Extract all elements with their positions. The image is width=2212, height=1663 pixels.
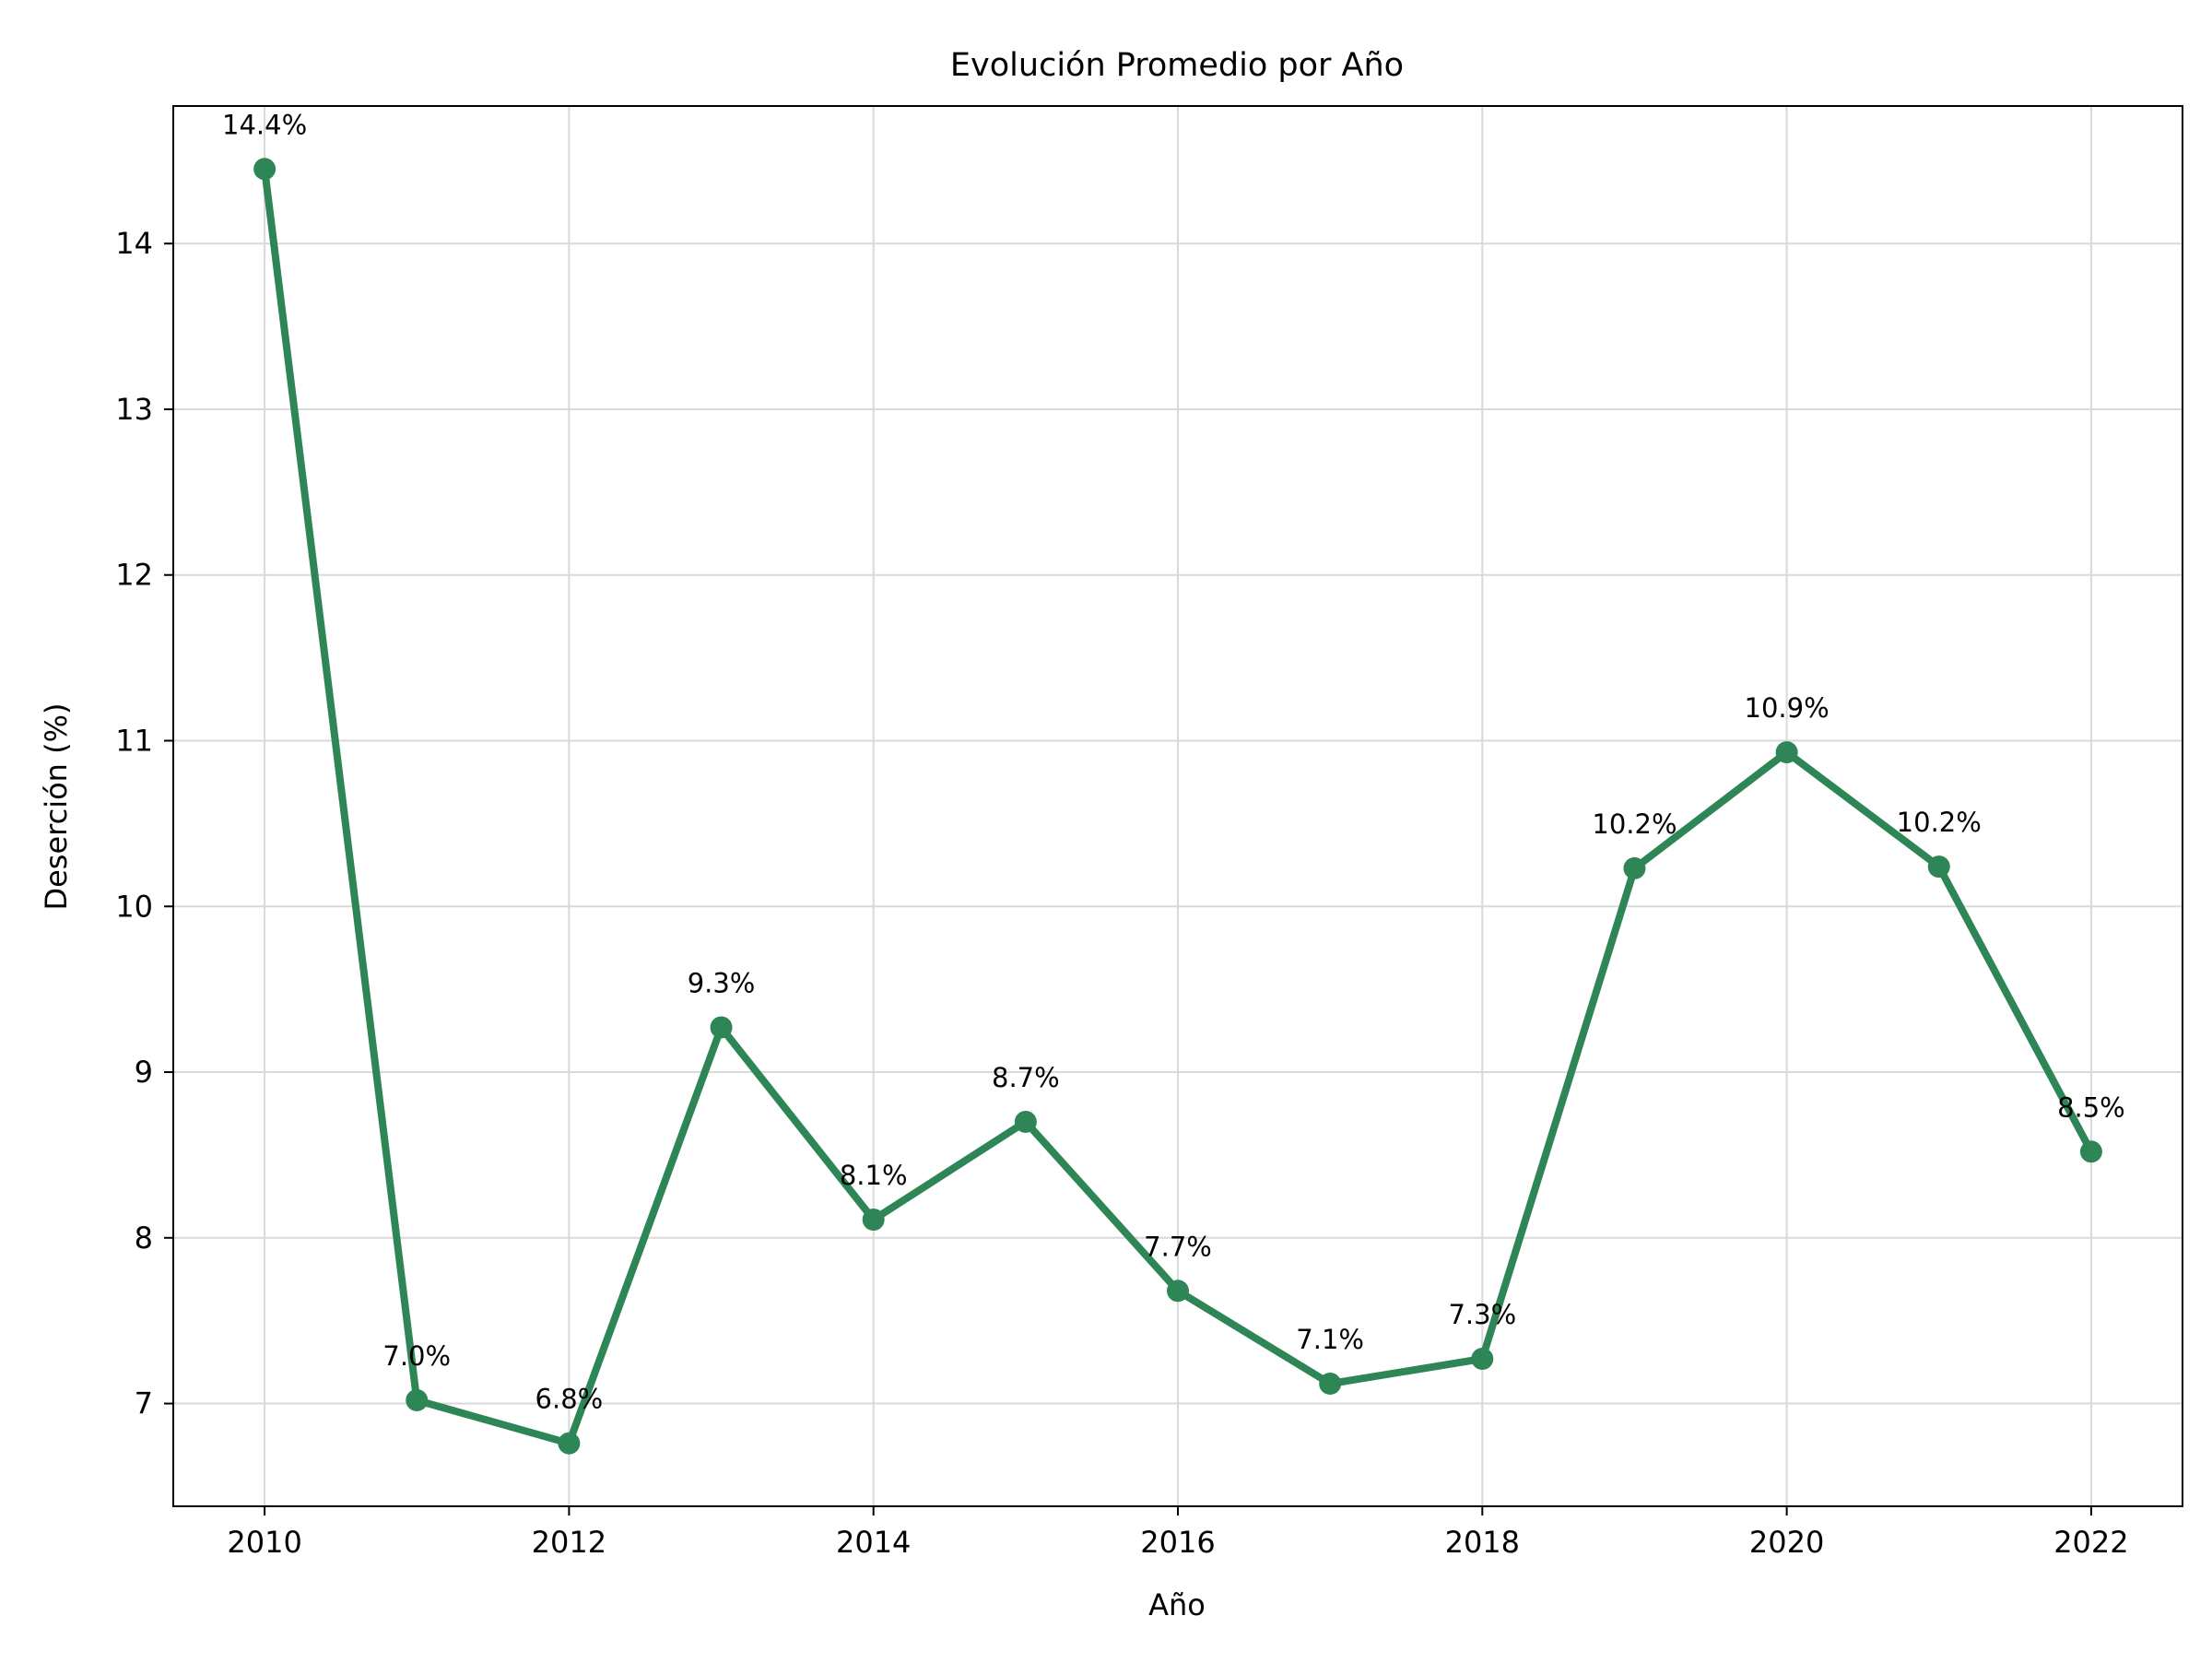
data-point <box>2079 1140 2102 1163</box>
data-label: 10.9% <box>1745 692 1830 724</box>
data-label: 9.3% <box>688 967 756 998</box>
data-point <box>1167 1280 1189 1303</box>
y-tick-label: 9 <box>135 1055 153 1090</box>
data-point <box>1471 1348 1494 1371</box>
data-label: 7.0% <box>382 1340 451 1372</box>
x-axis-ticks: 2010 2012 2014 2016 2018 2020 2022 <box>227 1506 2129 1560</box>
data-label: 6.8% <box>535 1384 604 1415</box>
y-tick-label: 7 <box>135 1386 153 1421</box>
data-point <box>253 158 276 181</box>
y-tick-label: 13 <box>115 392 153 427</box>
data-point <box>1775 741 1798 764</box>
y-tick-label: 10 <box>115 889 153 924</box>
data-label: 7.7% <box>1144 1231 1212 1262</box>
data-label: 14.4% <box>222 109 307 140</box>
chart-title: Evolución Promedio por Año <box>950 47 1404 84</box>
y-tick-label: 12 <box>115 558 153 593</box>
data-point <box>1319 1372 1342 1395</box>
y-tick-label: 11 <box>115 723 153 758</box>
data-point <box>1623 856 1646 879</box>
data-label: 7.1% <box>1296 1324 1364 1355</box>
series-layer <box>253 158 2102 1455</box>
data-label: 8.1% <box>840 1160 908 1191</box>
data-point <box>1014 1110 1037 1133</box>
y-tick-label: 8 <box>135 1221 153 1256</box>
data-point <box>1927 855 1950 879</box>
x-tick-label: 2012 <box>532 1525 606 1560</box>
data-point <box>558 1432 581 1455</box>
data-label: 8.5% <box>2057 1091 2125 1123</box>
x-tick-label: 2016 <box>1140 1525 1215 1560</box>
grid <box>173 106 2183 1506</box>
x-tick-label: 2010 <box>227 1525 301 1560</box>
data-label: 8.7% <box>992 1062 1060 1093</box>
x-tick-label: 2020 <box>1749 1525 1824 1560</box>
data-point <box>862 1209 885 1232</box>
x-axis-label: Año <box>1148 1587 1206 1622</box>
y-tick-label: 14 <box>115 226 153 261</box>
data-point <box>406 1388 429 1411</box>
x-tick-label: 2018 <box>1445 1525 1520 1560</box>
y-axis-label: Deserción (%) <box>39 702 74 910</box>
y-axis-ticks: 7 8 9 10 11 12 13 14 <box>115 226 173 1421</box>
data-label: 10.2% <box>1897 807 1982 838</box>
data-point <box>710 1016 733 1039</box>
data-label: 7.3% <box>1448 1299 1516 1330</box>
x-tick-label: 2022 <box>2053 1525 2128 1560</box>
data-labels: 14.4% 7.0% 6.8% 9.3% 8.1% 8.7% 7.7% 7.1% 7.3% 10.… <box>222 109 2125 1414</box>
data-label: 10.2% <box>1592 808 1677 840</box>
x-tick-label: 2014 <box>836 1525 911 1560</box>
